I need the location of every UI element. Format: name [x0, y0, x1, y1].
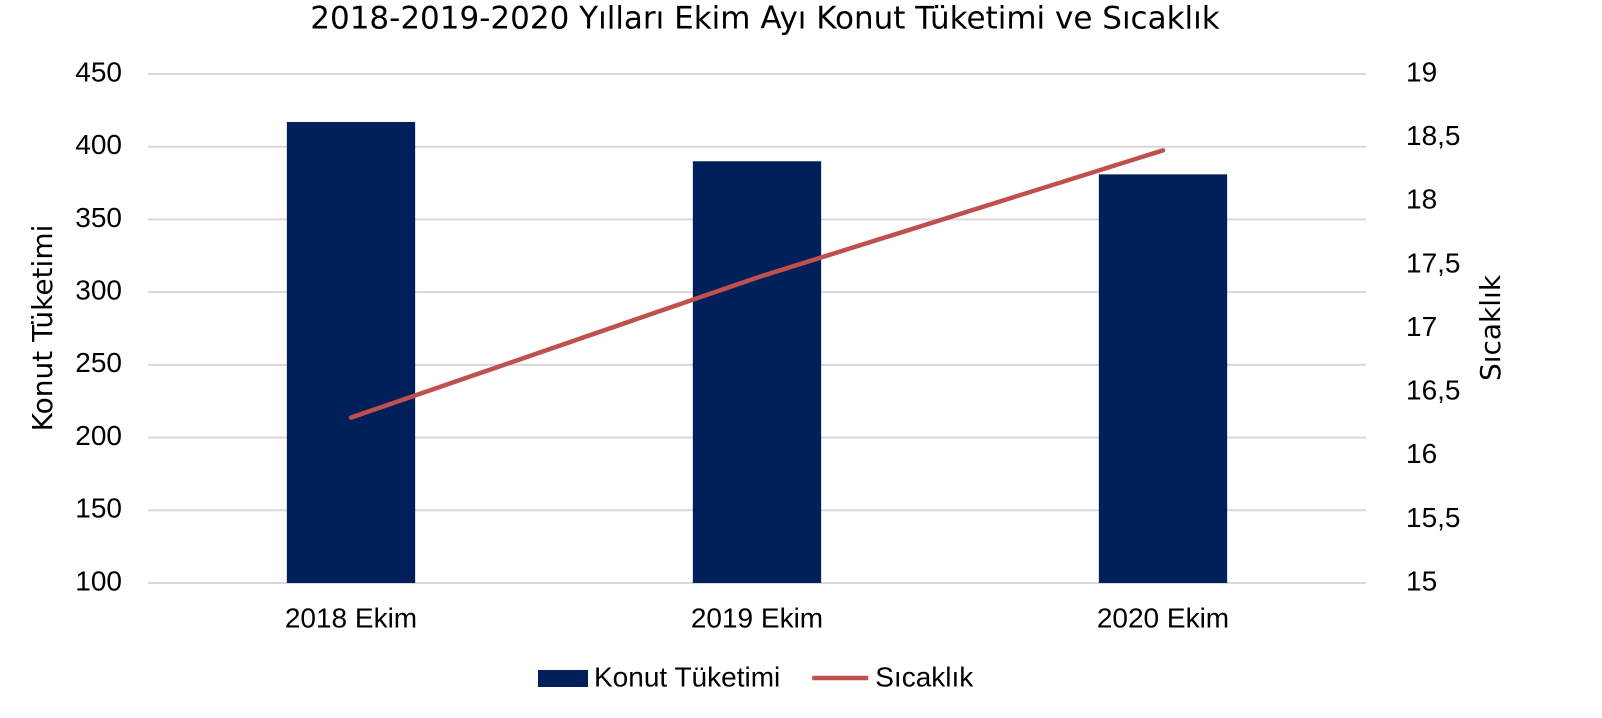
y2-tick-label: 19	[1406, 56, 1437, 87]
bar	[286, 121, 416, 584]
y2-tick-label: 17	[1406, 311, 1437, 342]
x-tick-label: 2020 Ekim	[1097, 602, 1229, 633]
y2-tick-label: 17,5	[1406, 247, 1461, 278]
bar	[692, 161, 822, 583]
y-tick-label: 250	[75, 347, 122, 378]
y-tick-label: 100	[75, 565, 122, 596]
legend-label: Konut Tüketimi	[594, 661, 780, 692]
x-tick-label: 2019 Ekim	[691, 602, 823, 633]
bar	[1098, 174, 1228, 584]
x-tick-label: 2018 Ekim	[285, 602, 417, 633]
y2-tick-label: 18,5	[1406, 120, 1461, 151]
y2-tick-label: 16	[1406, 438, 1437, 469]
line	[348, 148, 1166, 420]
y-tick-label: 300	[75, 275, 122, 306]
y-axis-title: Konut Tüketimi	[26, 225, 59, 432]
y-tick-label: 350	[75, 202, 122, 233]
legend-label: Sıcaklık	[875, 661, 974, 692]
y-tick-label: 400	[75, 129, 122, 160]
y2-tick-label: 16,5	[1406, 375, 1461, 406]
y-tick-label: 450	[75, 56, 122, 87]
y-tick-label: 200	[75, 420, 122, 451]
y2-tick-label: 15,5	[1406, 502, 1461, 533]
y2-tick-label: 15	[1406, 565, 1437, 596]
y2-tick-label: 18	[1406, 184, 1437, 215]
chart-title: 2018-2019-2020 Yılları Ekim Ayı Konut Tü…	[310, 1, 1220, 37]
y-tick-label: 150	[75, 493, 122, 524]
legend-swatch	[538, 670, 588, 687]
y2-axis-title: Sıcaklık	[1474, 274, 1507, 381]
